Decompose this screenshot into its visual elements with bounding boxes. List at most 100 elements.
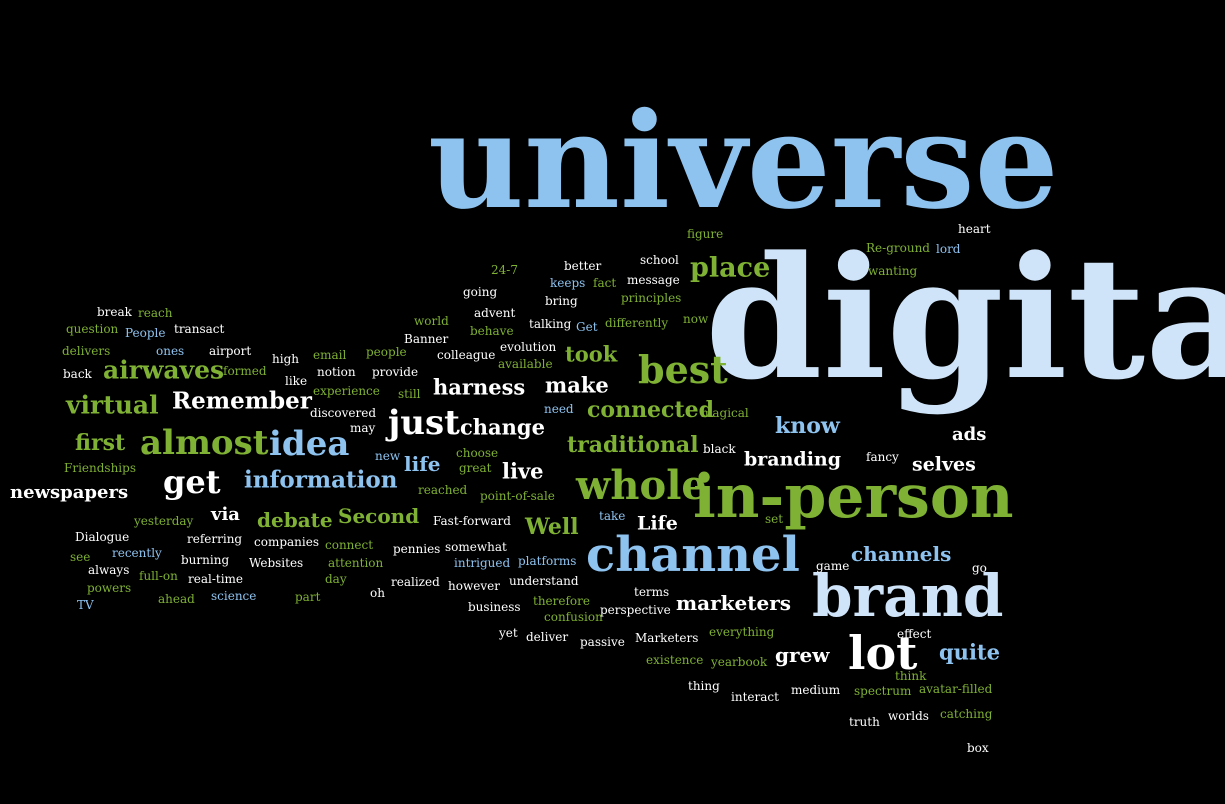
word-behave: behave bbox=[470, 324, 514, 338]
word-discovered: discovered bbox=[310, 406, 377, 420]
word-need: need bbox=[544, 402, 574, 416]
word-deliver: deliver bbox=[526, 630, 569, 644]
word-existence: existence bbox=[646, 653, 704, 667]
word-passive: passive bbox=[580, 635, 625, 649]
word-black: black bbox=[703, 442, 736, 456]
word-change: change bbox=[460, 414, 545, 440]
word-get: Get bbox=[576, 320, 598, 334]
word-advent: advent bbox=[474, 306, 516, 320]
word-realized: realized bbox=[391, 575, 440, 589]
word-tv: TV bbox=[77, 598, 94, 612]
word-real-time: real-time bbox=[188, 572, 244, 586]
word-talking: talking bbox=[529, 317, 572, 331]
word-grew: grew bbox=[775, 643, 830, 667]
word-transact: transact bbox=[174, 322, 225, 336]
word-branding: branding bbox=[744, 448, 842, 471]
word-companies: companies bbox=[254, 535, 319, 549]
word-second: Second bbox=[338, 504, 420, 528]
word-get: get bbox=[163, 463, 221, 501]
word-thing: thing bbox=[688, 679, 720, 693]
word-whole: whole bbox=[576, 462, 707, 509]
word-newspapers: newspapers bbox=[10, 482, 129, 503]
word-confusion: confusion bbox=[544, 610, 603, 624]
word-reached: reached bbox=[418, 483, 468, 497]
word-point-of-sale: point-of-sale bbox=[480, 489, 555, 503]
word-websites: Websites bbox=[249, 556, 304, 570]
word-school: school bbox=[640, 253, 679, 267]
word-full-on: full-on bbox=[139, 569, 178, 583]
word-first: first bbox=[75, 430, 126, 456]
word-game: game bbox=[816, 559, 850, 573]
word-heart: heart bbox=[958, 222, 991, 236]
word-delivers: delivers bbox=[62, 344, 111, 358]
word-referring: referring bbox=[187, 532, 243, 546]
word-high: high bbox=[272, 352, 299, 366]
word-people: people bbox=[366, 345, 407, 359]
word-recently: recently bbox=[112, 546, 162, 560]
word-place: place bbox=[690, 252, 771, 284]
word-keeps: keeps bbox=[550, 276, 586, 290]
word-choose: choose bbox=[456, 446, 499, 460]
word-yesterday: yesterday bbox=[134, 514, 194, 528]
word-set: set bbox=[765, 512, 784, 526]
word-may: may bbox=[350, 421, 376, 435]
word-everything: everything bbox=[709, 625, 775, 639]
word-formed: formed bbox=[223, 364, 267, 378]
word-day: day bbox=[325, 572, 347, 586]
word-debate: debate bbox=[257, 508, 333, 532]
word-great: great bbox=[459, 461, 492, 475]
word-colleague: colleague bbox=[437, 348, 496, 362]
word-live: live bbox=[502, 458, 544, 484]
word-virtual: virtual bbox=[66, 390, 159, 420]
word-ads: ads bbox=[952, 424, 987, 445]
word-reach: reach bbox=[138, 306, 173, 320]
word-powers: powers bbox=[87, 581, 132, 595]
word-universe: universe bbox=[428, 84, 1059, 239]
word-magical: magical bbox=[701, 406, 749, 420]
word-in-person: in-person bbox=[693, 462, 1014, 532]
word-oh: oh bbox=[370, 586, 385, 600]
word-email: email bbox=[313, 348, 347, 362]
word-somewhat: somewhat bbox=[445, 540, 507, 554]
word-still: still bbox=[398, 387, 421, 401]
word-notion: notion bbox=[317, 365, 356, 379]
word-think: think bbox=[895, 669, 927, 683]
word-spectrum: spectrum bbox=[854, 684, 912, 698]
word-understand: understand bbox=[509, 574, 579, 588]
word-question: question bbox=[66, 322, 119, 336]
word-friendships: Friendships bbox=[64, 461, 136, 475]
word-marketers: Marketers bbox=[635, 631, 699, 645]
word-connected: connected bbox=[587, 397, 714, 423]
word-like: like bbox=[285, 374, 308, 388]
word-catching: catching bbox=[940, 707, 993, 721]
word-took: took bbox=[565, 341, 618, 367]
word-bring: bring bbox=[545, 294, 578, 308]
word-airwaves: airwaves bbox=[103, 355, 225, 385]
word-attention: attention bbox=[328, 556, 384, 570]
word-intrigued: intrigued bbox=[454, 556, 511, 570]
word-available: available bbox=[498, 357, 553, 371]
word-go: go bbox=[972, 561, 987, 575]
word-burning: burning bbox=[181, 553, 230, 567]
word-via: via bbox=[211, 504, 240, 525]
word-selves: selves bbox=[912, 453, 976, 476]
word-avatar-filled: avatar-filled bbox=[919, 682, 993, 696]
word-re-ground: Re-ground bbox=[866, 241, 930, 255]
word-ones: ones bbox=[156, 344, 185, 358]
word-truth: truth bbox=[849, 715, 880, 729]
word-fast-forward: Fast-forward bbox=[433, 514, 511, 528]
word-just: just bbox=[388, 403, 460, 443]
word-brand: brand bbox=[812, 562, 1004, 630]
word-banner: Banner bbox=[404, 332, 449, 346]
word-ahead: ahead bbox=[158, 592, 195, 606]
word-provide: provide bbox=[372, 365, 419, 379]
word-life: life bbox=[404, 452, 441, 476]
word-traditional: traditional bbox=[567, 432, 699, 458]
word-business: business bbox=[468, 600, 521, 614]
word-worlds: worlds bbox=[888, 709, 929, 723]
word-wanting: wanting bbox=[868, 264, 918, 278]
word-connect: connect bbox=[325, 538, 374, 552]
word-channel: channel bbox=[586, 527, 800, 583]
word-airport: airport bbox=[209, 344, 252, 358]
word-however: however bbox=[448, 579, 500, 593]
